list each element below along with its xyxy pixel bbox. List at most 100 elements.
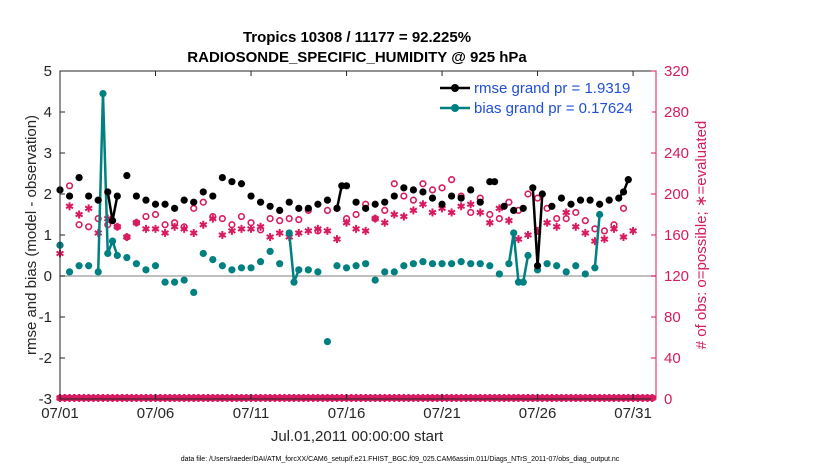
bias-point xyxy=(295,266,303,274)
y-left-tick-label: 4 xyxy=(44,104,52,121)
bias-point xyxy=(519,278,527,286)
obs-evaluated-point xyxy=(189,228,198,237)
rmse-point xyxy=(113,192,121,200)
rmse-point xyxy=(371,200,379,208)
bias-point xyxy=(237,264,246,272)
obs-evaluated-point xyxy=(371,214,380,223)
obs-evaluated-point xyxy=(552,222,561,231)
bias-point xyxy=(323,338,332,346)
obs-possible-point xyxy=(438,184,446,192)
bias-point xyxy=(108,237,117,245)
obs-evaluated-point xyxy=(476,208,485,217)
rmse-point xyxy=(381,198,389,206)
x-axis: 07/01 07/06 07/11 07/16 07/21 07/26 07/31 xyxy=(41,71,652,422)
bias-point xyxy=(572,262,580,270)
rmse-point xyxy=(304,204,312,212)
bias-point xyxy=(362,260,370,268)
y-left-tick-label: 0 xyxy=(44,268,52,285)
obs-possible-point xyxy=(142,212,150,221)
obs-evaluated-point xyxy=(342,218,351,227)
bias-point xyxy=(94,268,102,276)
bias-point xyxy=(448,260,456,268)
obs-evaluated-point xyxy=(161,228,170,237)
obs-evaluated-point xyxy=(629,226,638,235)
bias-point xyxy=(400,262,408,270)
obs-evaluated-point xyxy=(65,202,74,211)
legend-bias-label: bias grand pr = 0.17624 xyxy=(474,100,633,117)
rmse-point xyxy=(65,192,74,200)
bias-point xyxy=(381,268,389,276)
bias-point xyxy=(428,260,437,268)
obs-evaluated-point xyxy=(275,228,284,237)
rmse-point xyxy=(615,194,623,202)
bias-point xyxy=(142,266,150,274)
bias-point xyxy=(562,268,570,276)
obs-evaluated-point xyxy=(361,226,370,235)
bias-point xyxy=(180,276,188,284)
rmse-point xyxy=(490,178,499,186)
bias-point xyxy=(290,278,298,286)
rmse-point xyxy=(94,196,102,204)
bias-point xyxy=(85,262,93,270)
y-left-tick-label: -2 xyxy=(39,350,52,367)
bias-segment xyxy=(101,93,110,254)
obs-evaluated-point xyxy=(266,233,275,242)
rmse-point xyxy=(161,200,169,208)
bias-point xyxy=(371,276,379,284)
y-axis-left: -3 -2 -1 0 1 2 3 4 5 xyxy=(39,63,65,408)
rmse-point xyxy=(457,194,465,202)
obs-possible-point xyxy=(419,180,427,188)
rmse-point xyxy=(190,198,198,206)
obs-possible-point xyxy=(75,221,83,229)
obs-possible-point xyxy=(553,215,561,223)
rmse-point xyxy=(428,194,437,202)
obs-possible-point xyxy=(409,196,417,204)
bias-point xyxy=(409,260,417,268)
obs-possible-point xyxy=(505,198,513,206)
obs-possible-point xyxy=(581,217,589,225)
rmse-point xyxy=(409,186,417,194)
obs-evaluated-point xyxy=(247,224,255,233)
obs-possible-point xyxy=(199,198,207,206)
obs-evaluated-point xyxy=(208,214,217,223)
obs-evaluated-point xyxy=(409,206,418,215)
rmse-point xyxy=(619,188,628,196)
obs-possible-point xyxy=(428,186,437,194)
bias-segment xyxy=(512,232,520,283)
rmse-point xyxy=(75,174,83,182)
bias-point xyxy=(390,268,398,276)
bias-point xyxy=(123,253,131,262)
rmse-point xyxy=(209,192,217,200)
y-right-tick-label: 160 xyxy=(664,227,689,244)
y-right-tick-label: 200 xyxy=(664,186,689,203)
x-tick-label: 07/31 xyxy=(614,405,652,422)
obs-possible-point xyxy=(572,208,580,217)
obs-possible-point xyxy=(400,192,408,200)
rmse-point xyxy=(171,204,179,212)
rmse-point xyxy=(323,196,332,204)
rmse-point xyxy=(557,194,566,202)
bias-segment xyxy=(507,232,515,264)
rmse-point xyxy=(123,171,131,180)
bias-point xyxy=(266,247,274,255)
obs-evaluated-point xyxy=(132,218,141,227)
obs-possible-point xyxy=(295,216,303,224)
obs-possible-point xyxy=(495,215,503,223)
rmse-point xyxy=(438,200,446,208)
y-left-tick-label: 5 xyxy=(44,63,52,80)
rmse-point xyxy=(533,262,542,270)
obs-evaluated-point xyxy=(524,231,532,239)
y-left-tick-label: 2 xyxy=(44,186,52,203)
obs-evaluated-point xyxy=(151,224,160,233)
bias-point xyxy=(596,210,604,219)
rmse-point xyxy=(400,184,408,192)
rmse-point xyxy=(605,196,613,204)
obs-evaluated-point xyxy=(304,226,313,235)
rmse-point xyxy=(314,200,322,208)
obs-evaluated-point xyxy=(571,222,580,231)
rmse-point xyxy=(390,192,398,200)
series-layer xyxy=(56,89,657,402)
plot-area xyxy=(60,71,656,399)
bias-point xyxy=(228,266,236,274)
